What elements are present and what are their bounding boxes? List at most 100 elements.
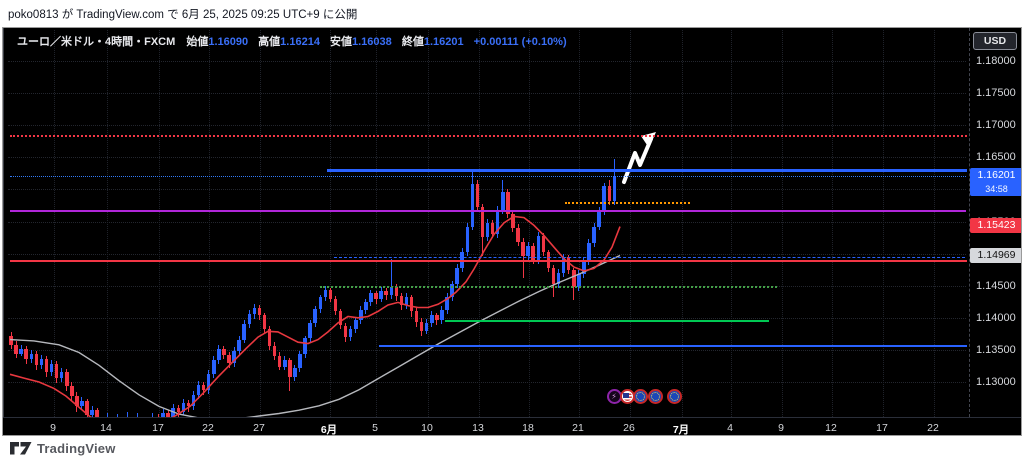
candle-body [506,191,510,214]
magenta-level[interactable] [10,209,966,212]
time-gridline [731,30,732,417]
time-gridline [529,30,530,417]
candle-body [440,310,444,321]
price-gridline [8,382,967,383]
eu-economic-event-icon[interactable] [666,389,682,404]
candle-body [298,353,302,368]
time-gridline [782,30,783,417]
candle-body [293,367,297,377]
price-gridline [8,317,967,319]
candle-body [232,351,236,363]
time-gridline [883,30,884,417]
eu-economic-event-icon[interactable] [647,389,663,404]
time-gridline [428,30,429,417]
candle-body [516,227,520,243]
candle-body [39,358,44,366]
tradingview-logo-icon [10,441,32,454]
candle-body [34,353,39,366]
time-tick-label: 17 [152,422,164,434]
time-tick-label: 12 [825,422,837,434]
change-value: +0.00111 (+0.10%) [473,36,567,48]
price-gridline [8,157,967,159]
candle-body [592,226,596,244]
eu-stars [669,392,679,401]
low-value: 1.16038 [352,36,392,48]
time-axis[interactable]: 9 14 17 22 27 6月 5 10 13 18 21 26 7月 4 9 12 17 22 [3,417,1021,435]
badge-price: 1.16201 [977,169,1016,182]
blue-dashed-level[interactable] [334,256,967,258]
candle-body [318,297,323,309]
tradingview-footer[interactable]: TradingView [10,440,116,456]
candle-body [455,267,459,285]
symbol-title: ユーロ／米ドル・4時間・FXCM [17,36,176,48]
candle-body [283,360,287,367]
red-level[interactable] [10,259,967,262]
time-gridline [159,30,160,417]
candle-body [186,402,191,407]
blue-support[interactable] [379,344,967,348]
candle-body [394,286,399,296]
candle-body [303,338,307,354]
candle-body [501,191,505,210]
time-tick-label: 14 [100,422,112,434]
candle-body [201,384,206,390]
time-gridline [209,30,210,417]
price-tick-label: 1.18000 [976,55,1016,67]
tradingview-logo-text: TradingView [37,440,116,456]
candle-body [348,329,353,338]
candle-body [181,402,186,412]
time-gridline [54,30,55,417]
time-tick-label: 4 [727,422,733,434]
price-tick-label: 1.17500 [976,87,1016,100]
candle-body [65,371,69,386]
eu-economic-event-icon[interactable] [632,389,648,404]
close-value: 1.16201 [423,36,464,48]
candle-body [384,290,388,295]
candle-body [24,348,28,359]
candle-body [29,353,34,359]
candle-body [252,307,257,314]
candle-body [572,270,576,287]
price-tick-label: 1.13000 [976,376,1016,388]
candle-body [267,329,272,347]
candle-body [556,272,561,285]
green-support[interactable] [445,319,769,323]
time-tick-label: 10 [421,422,433,434]
orange-dotted[interactable] [565,201,690,204]
candle-body [404,297,409,305]
tradingview-chart-widget: ユーロ／米ドル・4時間・FXCM 始値1.16090 高値1.16214 安値1… [2,27,1022,436]
candle-body [308,322,312,339]
time-tick-label: 27 [253,422,265,434]
chart-plot-area[interactable]: ⚡ [3,28,967,417]
price-tick-label: 1.13500 [976,343,1016,356]
candle-body [19,348,23,354]
time-gridline [376,30,377,417]
price-gridline [8,125,967,127]
candle-body [526,245,530,257]
candle-body [359,310,363,321]
green-dotted-support[interactable] [320,285,777,288]
chart-legend[interactable]: ユーロ／米ドル・4時間・FXCM 始値1.16090 高値1.16214 安値1… [17,33,574,49]
candle-body [485,222,490,237]
candle-body [257,307,262,316]
price-tick-label: 1.14000 [976,311,1016,324]
candle-body [70,385,74,397]
price-gridline [8,93,967,95]
bar-countdown: 34:58 [985,184,1008,195]
candle-body [14,344,18,354]
candle-body [414,311,419,322]
currency-usd-button[interactable]: USD [973,32,1017,50]
candle-body [399,295,404,305]
candle-body [511,213,515,228]
time-tick-label: 17 [876,422,888,434]
candle-body [323,290,328,298]
time-tick-label: 9 [778,422,784,434]
candle-body [430,315,434,323]
candle-body [602,186,606,212]
resistance-dotted-red[interactable] [10,135,967,138]
time-tick-label: 13 [472,422,484,434]
candle-body [343,325,348,338]
resistance-blue[interactable] [327,169,967,173]
time-tick-label: 26 [623,422,635,434]
candle-body [75,396,79,407]
